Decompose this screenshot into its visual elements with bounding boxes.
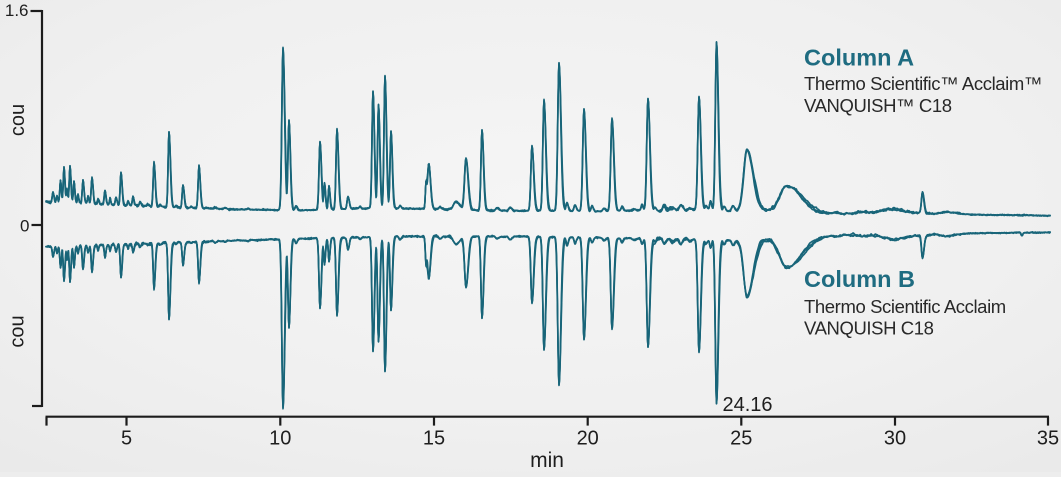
svg-text:25: 25 <box>730 428 752 450</box>
svg-text:Thermo Scientific Acclaim: Thermo Scientific Acclaim <box>804 296 1006 317</box>
svg-text:cou: cou <box>7 104 29 136</box>
svg-text:min: min <box>530 449 564 472</box>
svg-text:cou: cou <box>7 315 29 347</box>
svg-text:35: 35 <box>1037 428 1059 450</box>
svg-text:5: 5 <box>121 428 132 450</box>
svg-text:20: 20 <box>577 428 599 450</box>
svg-text:15: 15 <box>423 428 445 450</box>
svg-text:10: 10 <box>269 428 291 450</box>
svg-text:Thermo Scientific™ Acclaim™: Thermo Scientific™ Acclaim™ <box>804 73 1042 94</box>
svg-text:VANQUISH C18: VANQUISH C18 <box>804 318 934 339</box>
svg-text:30: 30 <box>884 428 906 450</box>
svg-text:0: 0 <box>20 217 29 236</box>
svg-text:Column B: Column B <box>804 266 915 292</box>
svg-text:24.16: 24.16 <box>723 394 773 416</box>
svg-text:VANQUISH™ C18: VANQUISH™ C18 <box>804 95 952 116</box>
svg-text:Column A: Column A <box>804 45 914 71</box>
svg-text:1.6: 1.6 <box>5 1 29 20</box>
